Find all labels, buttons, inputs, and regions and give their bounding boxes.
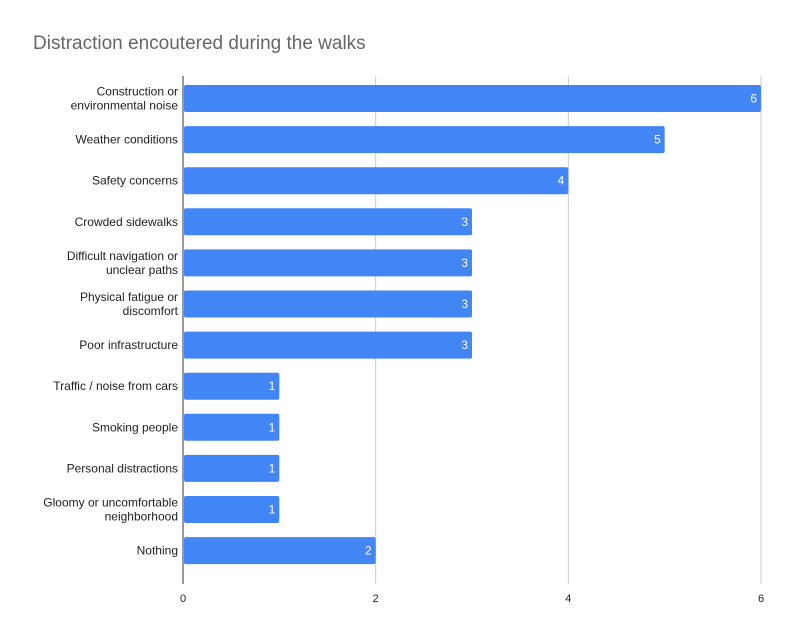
- bar: [184, 496, 280, 523]
- x-axis-ticks: 0 2 4 6: [180, 593, 764, 605]
- category-label: Personal distractions: [67, 461, 178, 475]
- category-label-line: Crowded sidewalks: [75, 215, 178, 229]
- category-label-line: Nothing: [137, 544, 178, 558]
- bar: [184, 413, 280, 441]
- category-label-line: discomfort: [123, 304, 179, 318]
- category-label: Difficult navigation or unclear paths: [67, 249, 178, 277]
- category-label-line: Poor infrastructure: [79, 338, 178, 352]
- category-label-line: Smoking people: [92, 420, 178, 434]
- data-label: 3: [461, 256, 468, 270]
- category-label: Traffic / noise from cars: [53, 379, 178, 393]
- bar: [184, 454, 280, 482]
- chart-title: Distraction encoutered during the walks: [33, 33, 366, 54]
- x-tick-label: 0: [180, 593, 186, 605]
- bar: [184, 372, 280, 400]
- data-label: 3: [461, 338, 468, 352]
- x-tick-label: 6: [758, 593, 764, 605]
- category-label-line: environmental noise: [71, 99, 179, 113]
- gridlines: [375, 76, 762, 584]
- category-label: Crowded sidewalks: [75, 215, 178, 229]
- category-label-line: Physical fatigue or: [80, 290, 178, 304]
- bar: [184, 290, 472, 318]
- data-label: 1: [269, 420, 276, 434]
- category-label: Gloomy or uncomfortable neighborhood: [43, 496, 178, 524]
- category-label: Smoking people: [92, 420, 178, 434]
- data-label: 1: [269, 461, 276, 475]
- data-label: 6: [750, 92, 757, 106]
- category-label-line: Gloomy or uncomfortable: [43, 496, 178, 510]
- bar: [184, 537, 376, 565]
- bar: [184, 249, 472, 277]
- category-label-line: Personal distractions: [67, 461, 178, 475]
- category-label-line: Safety concerns: [92, 174, 178, 188]
- category-label-line: unclear paths: [106, 263, 178, 277]
- bar: [184, 85, 761, 112]
- data-label: 3: [461, 297, 468, 311]
- x-tick-label: 4: [565, 593, 571, 605]
- data-label: 4: [558, 174, 565, 188]
- category-label-line: Difficult navigation or: [67, 249, 178, 263]
- data-label: 3: [461, 215, 468, 229]
- data-label: 2: [365, 544, 372, 558]
- data-label: 1: [269, 503, 276, 517]
- category-label-line: Traffic / noise from cars: [53, 379, 178, 393]
- category-label: Physical fatigue or discomfort: [80, 290, 179, 318]
- bar: [184, 331, 472, 359]
- category-label: Safety concerns: [92, 174, 178, 188]
- bar: [184, 208, 472, 236]
- category-label: Nothing: [137, 544, 178, 558]
- bar: [184, 167, 569, 195]
- category-labels: Construction or environmental noise Weathe…: [43, 85, 178, 558]
- category-label-line: Construction or: [97, 85, 178, 99]
- bar: [184, 126, 665, 154]
- data-label: 1: [269, 379, 276, 393]
- category-label: Poor infrastructure: [79, 338, 178, 352]
- data-label: 5: [654, 133, 661, 147]
- x-tick-label: 2: [373, 593, 379, 605]
- bars: 6 5 4 3 3 3 3 1 1 1 1 2: [184, 85, 761, 565]
- category-label: Construction or environmental noise: [71, 85, 179, 113]
- category-label-line: Weather conditions: [75, 133, 178, 147]
- category-label-line: neighborhood: [105, 510, 178, 524]
- category-label: Weather conditions: [75, 133, 178, 147]
